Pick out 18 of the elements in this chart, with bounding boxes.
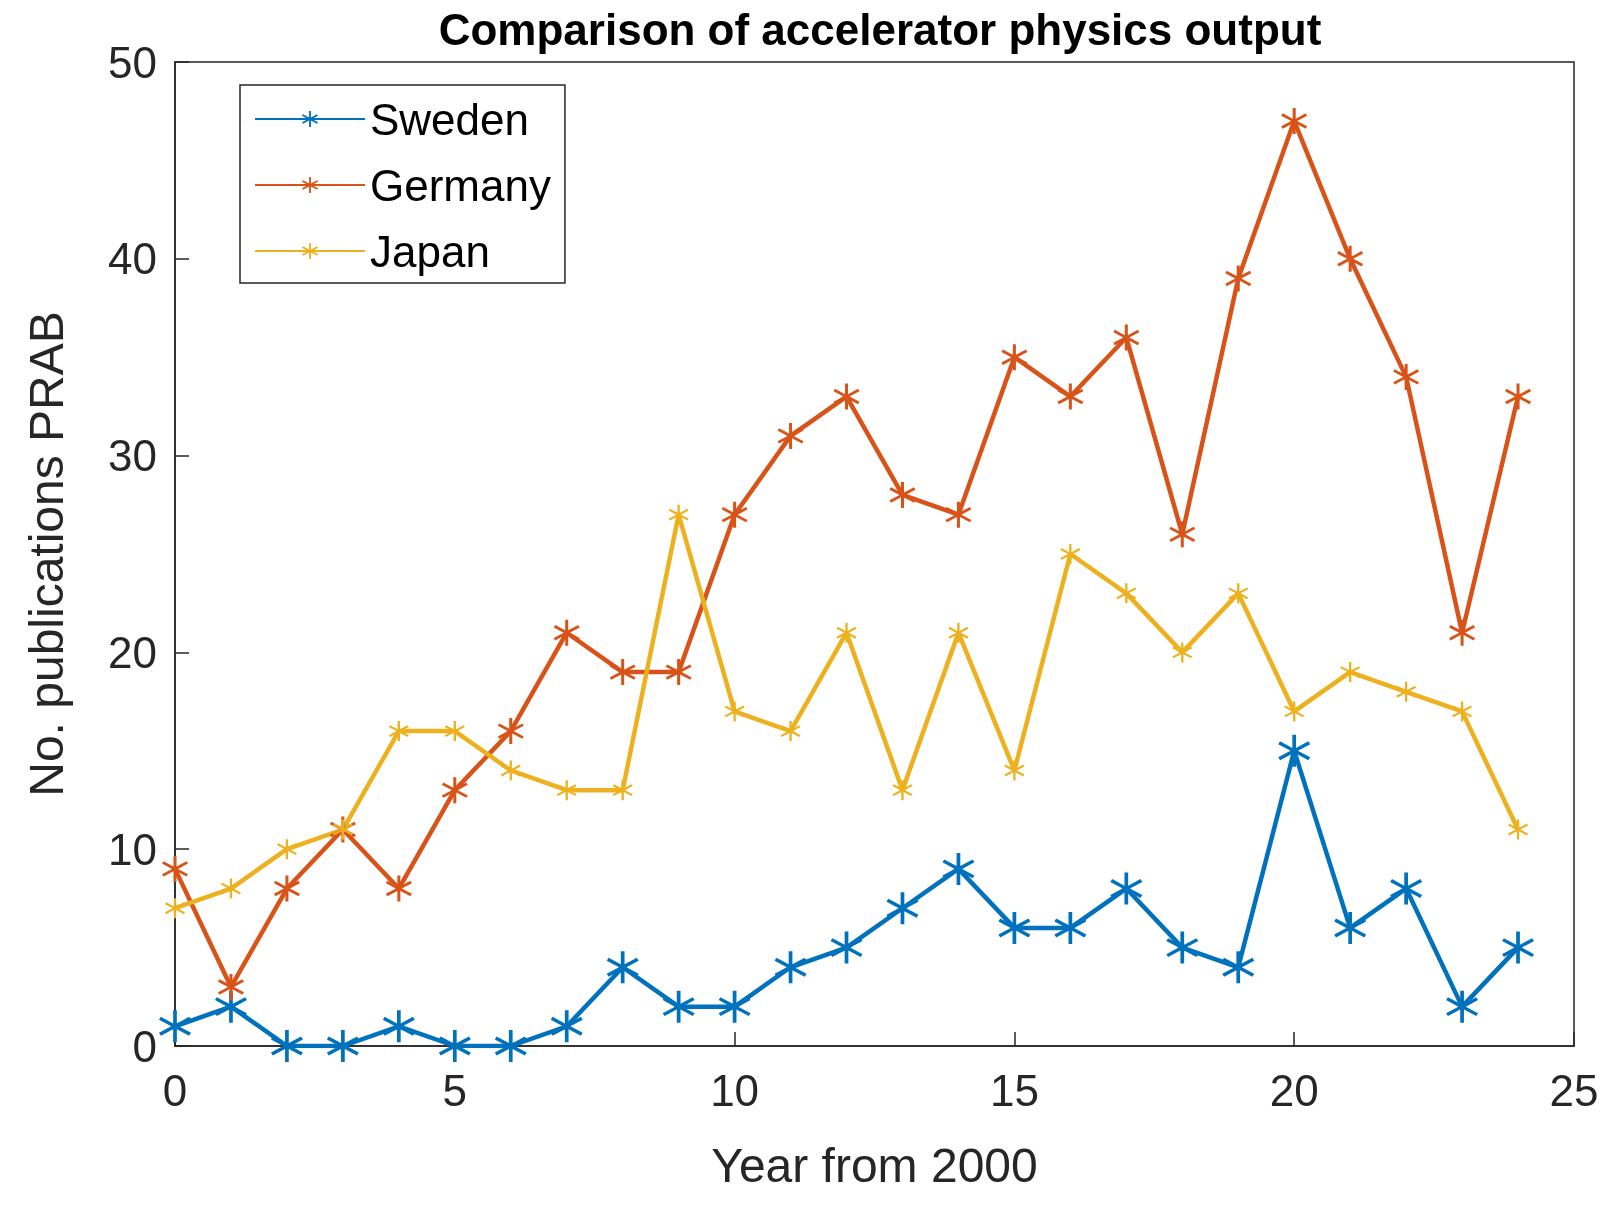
x-axis-title: Year from 2000 [711, 1138, 1038, 1192]
chart-title: Comparison of accelerator physics output [438, 4, 1322, 54]
y-tick-label: 50 [108, 37, 157, 87]
x-tick-label: 20 [1269, 1065, 1319, 1115]
x-tick-label: 25 [1549, 1065, 1599, 1115]
y-tick-label: 40 [108, 234, 157, 284]
x-tick-label: 5 [442, 1065, 468, 1115]
legend-label: Japan [370, 226, 490, 276]
y-axis-title: No. publications PRAB [19, 311, 73, 797]
x-tick-label: 15 [989, 1065, 1039, 1115]
x-tick-label: 10 [710, 1065, 760, 1115]
y-tick-label: 10 [108, 824, 157, 874]
y-tick-label: 30 [108, 431, 157, 481]
legend-label: Germany [370, 160, 551, 210]
legend-label: Sweden [370, 94, 530, 144]
x-tick-label: 0 [162, 1065, 188, 1115]
y-tick-label: 20 [108, 627, 157, 677]
y-tick-label: 0 [132, 1021, 157, 1071]
